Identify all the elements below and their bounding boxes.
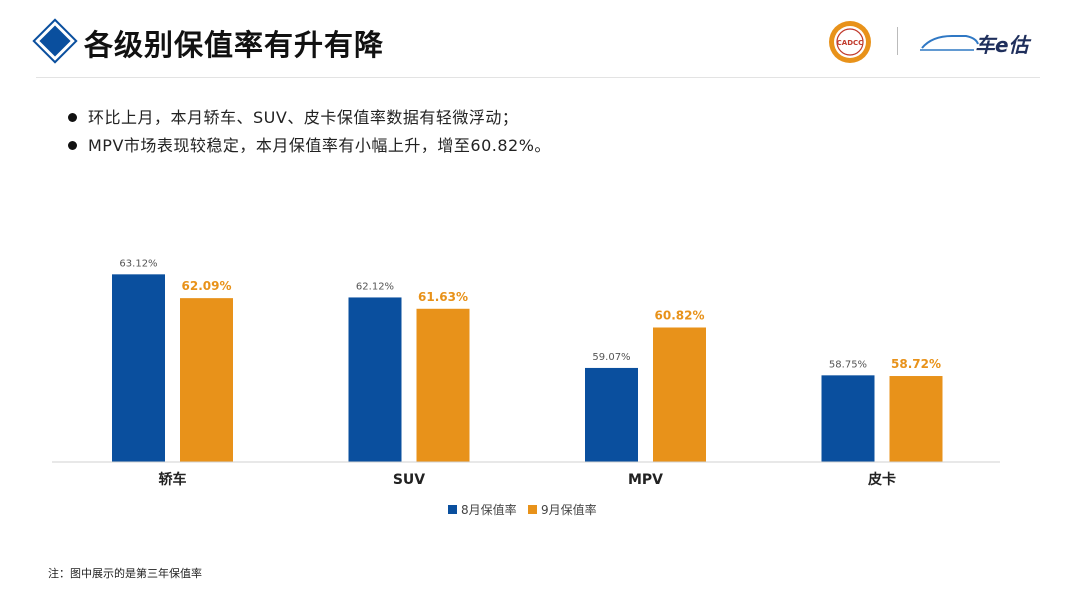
x-tick-label: MPV xyxy=(628,472,663,488)
data-label: 63.12% xyxy=(119,258,157,269)
legend-swatch xyxy=(528,505,537,514)
bar-aug xyxy=(112,274,165,462)
legend-label: 8月保值率 xyxy=(461,502,517,517)
x-tick-label: SUV xyxy=(393,472,425,488)
cadcc-seal-logo: CADCC xyxy=(829,21,871,63)
legend-swatch xyxy=(448,505,457,514)
slide-header: 各级别保值率有升有降 CADCC 车e估 xyxy=(0,0,1080,78)
data-label: 58.72% xyxy=(891,357,941,371)
x-tick-label: 皮卡 xyxy=(867,471,896,488)
legend-label: 9月保值率 xyxy=(541,502,597,517)
bar-sep xyxy=(653,327,706,462)
summary-bullets: 环比上月，本月轿车、SUV、皮卡保值率数据有轻微浮动； MPV市场表现较稳定，本… xyxy=(66,104,551,160)
data-label: 62.12% xyxy=(356,281,394,292)
bar-sep xyxy=(416,308,470,462)
diamond-icon xyxy=(39,25,71,57)
seal-text: CADCC xyxy=(837,39,864,47)
car-outline-icon xyxy=(920,35,979,51)
bullet-item: MPV市场表现较稳定，本月保值率有小幅上升，增至60.82%。 xyxy=(66,132,551,160)
data-label: 60.82% xyxy=(655,308,705,322)
bar-aug xyxy=(585,367,638,462)
data-label: 61.63% xyxy=(418,290,468,304)
bar-sep xyxy=(180,298,233,462)
retention-rate-bar-chart: 63.12% 62.09% 轿车 62.12% 61.63% SUV 59.07% 60.82… xyxy=(52,258,1000,517)
bullet-item: 环比上月，本月轿车、SUV、皮卡保值率数据有轻微浮动； xyxy=(66,104,551,132)
footnote: 注：图中展示的是第三年保值率 xyxy=(48,567,202,580)
page-title: 各级别保值率有升有降 xyxy=(84,28,385,62)
bar-sep xyxy=(889,376,943,462)
header-divider xyxy=(36,77,1040,78)
data-label: 59.07% xyxy=(592,352,630,363)
bar-aug xyxy=(348,297,402,462)
brand-name: 车e估 xyxy=(975,33,1029,57)
bar-aug xyxy=(821,375,875,462)
x-tick-label: 轿车 xyxy=(159,471,187,488)
data-label: 58.75% xyxy=(829,359,867,370)
logo-divider xyxy=(897,27,898,55)
data-label: 62.09% xyxy=(182,279,232,293)
